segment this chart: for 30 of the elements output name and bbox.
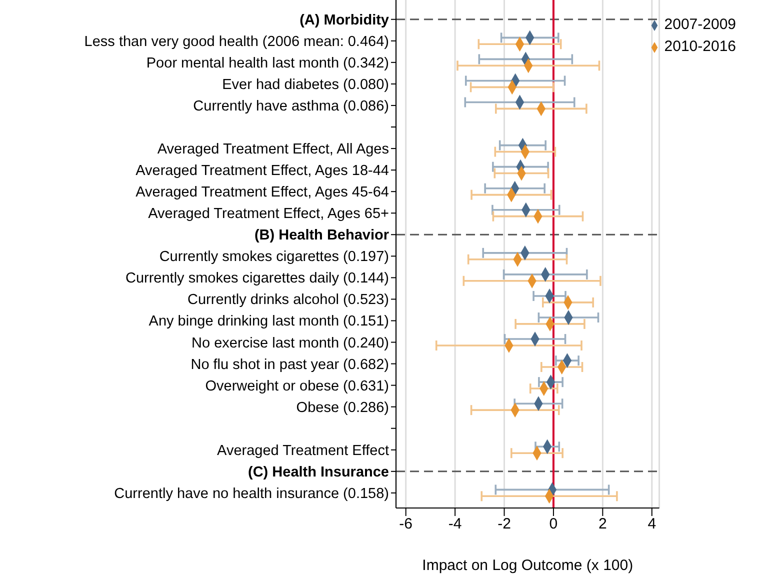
x-tick-label: 0 [549,516,558,533]
x-tick-label: -4 [448,516,462,533]
legend-label: 2010-2016 [664,38,736,55]
x-tick-label: 4 [648,516,656,533]
y-tick-label: Averaged Treatment Effect, Ages 18-44 [136,163,389,180]
legend-label: 2007-2009 [664,16,736,33]
y-tick-label: No exercise last month (0.240) [192,335,389,352]
y-tick-label: Currently smokes cigarettes daily (0.144) [125,270,389,287]
x-tick-label: -6 [399,516,413,533]
y-tick-label: Currently drinks alcohol (0.523) [188,292,389,308]
y-tick-label: Overweight or obese (0.631) [205,378,389,394]
y-tick-label: Averaged Treatment Effect, Ages 65+ [148,206,389,222]
y-tick-label: (B) Health Behavior [254,228,390,244]
y-tick-label: Averaged Treatment Effect, Ages 45-64 [136,184,389,201]
y-tick-label: Ever had diabetes (0.080) [222,76,389,93]
y-tick-label: Averaged Treatment Effect, All Ages [157,142,389,158]
y-tick-label: Any binge drinking last month (0.151) [148,314,389,330]
x-axis-title: Impact on Log Outcome (x 100) [422,557,634,574]
x-tick-label: -2 [498,516,511,533]
y-tick-label: Averaged Treatment Effect [217,442,389,459]
y-tick-label: No flu shot in past year (0.682) [190,356,389,373]
y-tick-label: Less than very good health (2006 mean: 0.464) [84,34,389,50]
y-tick-label: (C) Health Insurance [248,464,389,480]
x-tick-label: 2 [598,516,607,533]
y-tick-label: Obese (0.286) [296,400,389,416]
y-tick-label: Currently smokes cigarettes (0.197) [159,249,389,266]
y-tick-label: Poor mental health last month (0.342) [146,55,389,72]
y-tick-label: Currently have asthma (0.086) [193,98,389,114]
y-tick-label: Currently have no health insurance (0.158) [114,486,389,502]
y-tick-label: (A) Morbidity [300,12,389,28]
